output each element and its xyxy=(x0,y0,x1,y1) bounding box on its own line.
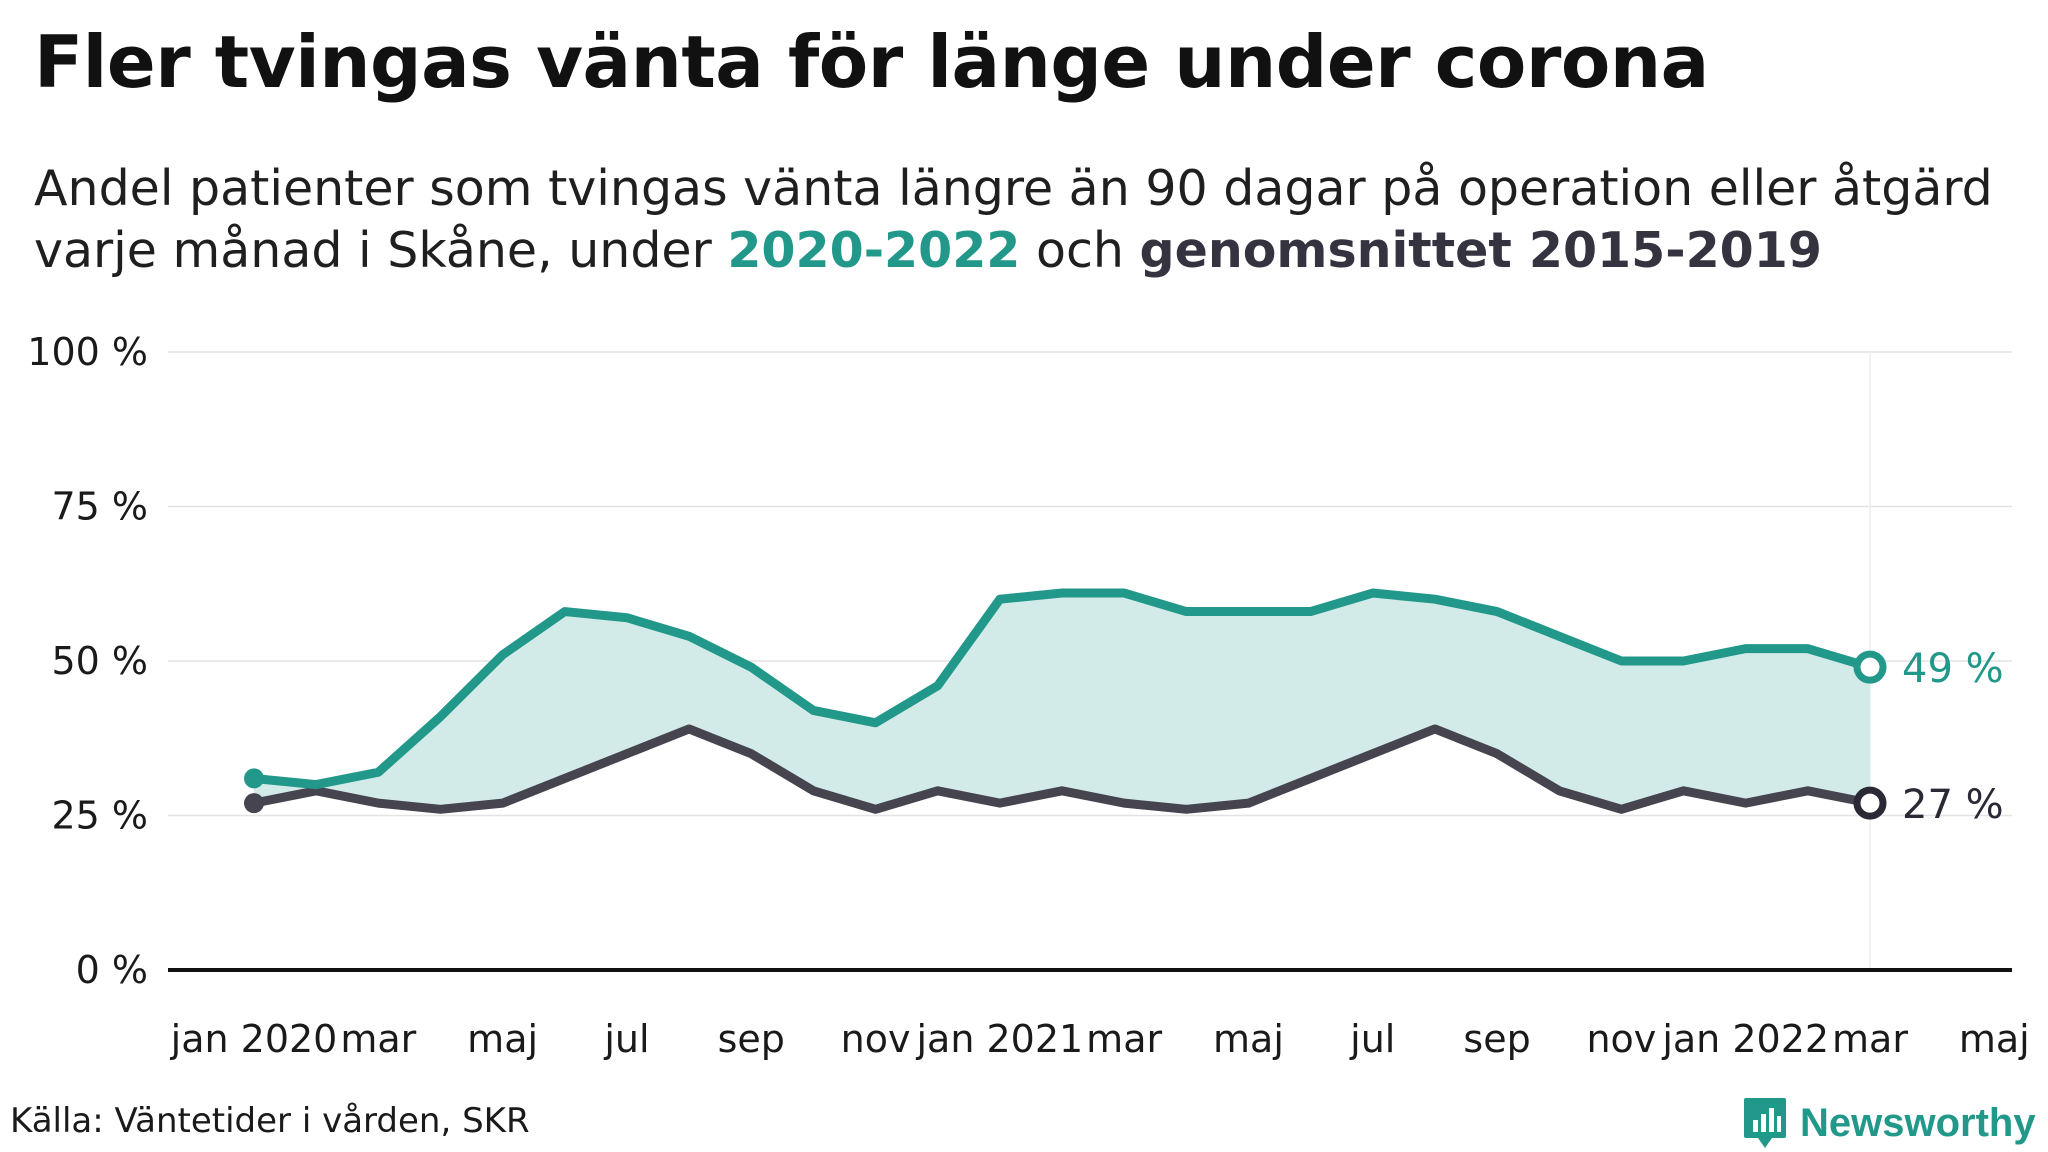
chart-subtitle: Andel patienter som tvingas vänta längre… xyxy=(34,158,1993,282)
subtitle-middle: och xyxy=(1020,222,1140,279)
x-tick-label: nov xyxy=(841,1017,911,1061)
source-note: Källa: Väntetider i vården, SKR xyxy=(10,1101,530,1141)
y-tick-label: 100 % xyxy=(27,330,148,374)
x-tick-label: jan 2020 xyxy=(170,1017,338,1061)
chart-title: Fler tvingas vänta för länge under coron… xyxy=(34,20,1709,104)
series-end-marker-average xyxy=(1853,786,1887,820)
x-tick-label: jul xyxy=(1349,1017,1395,1061)
subtitle-prefix: varje månad i Skåne, under xyxy=(34,222,728,279)
subtitle-line-2: varje månad i Skåne, under 2020-2022 och… xyxy=(34,220,1993,282)
series-start-dot-average xyxy=(244,793,264,814)
x-tick-label: sep xyxy=(718,1017,785,1061)
subtitle-line-1: Andel patienter som tvingas vänta längre… xyxy=(34,160,1993,217)
series-end-marker-current xyxy=(1853,650,1887,684)
x-tick-label: maj xyxy=(467,1017,538,1061)
x-tick-label: nov xyxy=(1586,1017,1656,1061)
newsworthy-logo-icon xyxy=(1744,1098,1786,1148)
difference-area xyxy=(254,593,1870,810)
x-tick-label: jan 2022 xyxy=(1661,1017,1829,1061)
series-line-average xyxy=(249,724,1875,814)
legend-average-period: genomsnittet 2015-2019 xyxy=(1139,222,1822,279)
y-tick-label: 75 % xyxy=(51,485,148,529)
brand-logo: Newsworthy xyxy=(1742,1095,2036,1151)
y-tick-label: 25 % xyxy=(51,794,148,838)
x-tick-label: mar xyxy=(340,1017,416,1061)
x-tick-label: mar xyxy=(1832,1017,1908,1061)
brand-name: Newsworthy xyxy=(1800,1100,2036,1145)
x-tick-label: jan 2021 xyxy=(915,1017,1083,1061)
x-tick-label: mar xyxy=(1086,1017,1162,1061)
legend-current-period: 2020-2022 xyxy=(727,222,1021,279)
line-chart: 0 %25 %50 %75 %100 %49 %27 %jan 2020 mar m… xyxy=(27,330,2030,1061)
series-line-current xyxy=(249,588,1875,790)
series-start-dot-current xyxy=(244,768,264,789)
end-label-average: 27 % xyxy=(1902,782,2004,828)
x-tick-label: sep xyxy=(1463,1017,1530,1061)
y-tick-label: 0 % xyxy=(76,948,148,992)
x-tick-label: jul xyxy=(603,1017,649,1061)
x-tick-label: maj xyxy=(1959,1017,2030,1061)
x-tick-label: maj xyxy=(1213,1017,1284,1061)
y-tick-label: 50 % xyxy=(51,639,148,683)
end-label-current: 49 % xyxy=(1902,646,2004,692)
